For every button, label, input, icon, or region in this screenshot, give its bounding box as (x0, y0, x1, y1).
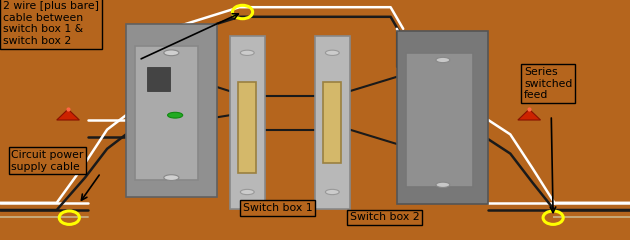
Text: Switch box 1: Switch box 1 (243, 203, 312, 213)
Bar (323, 82, 341, 163)
Polygon shape (57, 109, 79, 120)
Bar (238, 82, 256, 173)
Bar (147, 67, 170, 91)
Bar (397, 31, 488, 204)
Circle shape (168, 112, 183, 118)
Text: Series
switched
feed: Series switched feed (524, 67, 573, 100)
Circle shape (164, 175, 179, 180)
Text: Circuit power
supply cable: Circuit power supply cable (11, 150, 84, 172)
Circle shape (241, 189, 255, 195)
Circle shape (325, 189, 339, 195)
Circle shape (164, 50, 179, 56)
Bar (406, 53, 472, 187)
Bar (126, 24, 217, 197)
Bar (230, 36, 265, 209)
Text: Switch box 2: Switch box 2 (350, 212, 420, 222)
Polygon shape (518, 109, 541, 120)
Circle shape (241, 50, 255, 55)
Bar (315, 36, 350, 209)
Circle shape (325, 50, 339, 55)
Circle shape (436, 57, 450, 63)
Text: 2 wire [plus bare]
cable between
switch box 1 &
switch box 2: 2 wire [plus bare] cable between switch … (3, 1, 99, 46)
Bar (135, 46, 198, 180)
Circle shape (436, 182, 450, 187)
